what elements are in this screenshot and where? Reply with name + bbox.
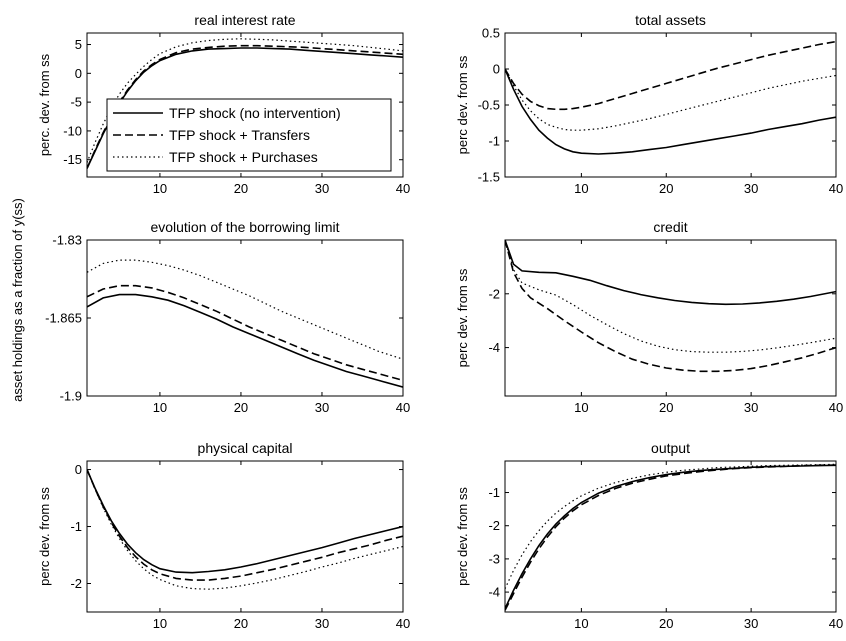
- y-tick-label: -1: [70, 519, 82, 534]
- series-line-tfp-shock-no-intervention: [505, 240, 836, 306]
- x-tick-label: 40: [829, 181, 843, 196]
- y-tick-label: -2: [488, 286, 500, 301]
- shared-y-axis-label: asset holdings as a fraction of y(ss): [10, 198, 25, 402]
- x-tick-label: 40: [396, 181, 410, 196]
- subplot-title: real interest rate: [194, 12, 295, 28]
- subplot-grid: real interest rate perc. dev. from ss 10 20…: [37, 12, 843, 631]
- plot-area: [504, 239, 837, 397]
- subplot-title: total assets: [635, 12, 706, 28]
- y-tick-label: 0: [75, 462, 82, 477]
- series-line-tfp-shock-purchases: [505, 463, 836, 590]
- plot-area: [504, 32, 837, 178]
- y-tick-label: -2: [488, 518, 500, 533]
- subplot-title: physical capital: [198, 440, 293, 456]
- y-tick-label: 5: [75, 37, 82, 52]
- x-tick-label: 20: [659, 181, 673, 196]
- x-tick-label: 20: [234, 181, 248, 196]
- series-line-tfp-shock-transfers: [505, 240, 836, 373]
- x-tick-label: 10: [574, 400, 588, 415]
- subplot-real-interest-rate: real interest rate perc. dev. from ss 10 20…: [37, 12, 410, 196]
- x-tick-label: 10: [153, 181, 167, 196]
- x-tick-label: 40: [396, 616, 410, 631]
- series-group: [505, 240, 836, 373]
- series-line-tfp-shock-no-intervention: [87, 469, 403, 574]
- series-line-tfp-shock-transfers: [87, 284, 403, 382]
- series-group: [87, 469, 403, 590]
- y-tick-label: -1.83: [52, 233, 82, 248]
- subplot-title: output: [651, 440, 690, 456]
- subplot-output: output perc dev. from ss 10 20 30 40 -4 -3 -2 -1: [455, 440, 843, 631]
- x-tick-label: 40: [829, 616, 843, 631]
- series-group: [505, 40, 836, 155]
- series-group: [505, 463, 836, 611]
- y-tick-label: -0.5: [478, 98, 500, 113]
- subplot-physical-capital: physical capital perc dev. from ss 10 20 30 4…: [37, 440, 410, 631]
- subplot-title: credit: [653, 219, 687, 235]
- x-tick-label: 10: [153, 616, 167, 631]
- y-tick-label: -2: [70, 576, 82, 591]
- plot-area: [504, 460, 837, 613]
- y-tick-label: -1.865: [45, 311, 82, 326]
- x-tick-label: 20: [234, 400, 248, 415]
- y-axis-label: perc dev. from ss: [455, 55, 470, 154]
- x-tick-label: 40: [829, 400, 843, 415]
- subplot-title: evolution of the borrowing limit: [150, 219, 339, 235]
- series-group: [87, 259, 403, 388]
- y-tick-label: 0: [75, 66, 82, 81]
- x-tick-label: 30: [744, 400, 758, 415]
- x-tick-label: 10: [574, 616, 588, 631]
- y-tick-label: -1: [488, 134, 500, 149]
- legend-label: TFP shock (no intervention): [169, 105, 341, 121]
- y-tick-label: -1: [488, 485, 500, 500]
- series-line-tfp-shock-purchases: [505, 68, 836, 131]
- y-tick-label: -1.5: [478, 170, 500, 185]
- plot-area: [86, 239, 404, 397]
- x-tick-label: 30: [315, 400, 329, 415]
- x-tick-label: 20: [659, 400, 673, 415]
- y-tick-label: -3: [488, 551, 500, 566]
- legend-label: TFP shock + Transfers: [169, 127, 310, 143]
- y-tick-label: -5: [70, 95, 82, 110]
- x-tick-label: 20: [659, 616, 673, 631]
- y-tick-label: -10: [63, 123, 82, 138]
- subplot-credit: credit perc dev. from ss 10 20 30 40 -4 -2: [455, 219, 843, 415]
- series-line-tfp-shock-no-intervention: [87, 293, 403, 388]
- y-tick-label: 0.5: [482, 26, 500, 41]
- x-tick-label: 10: [574, 181, 588, 196]
- x-tick-label: 30: [744, 616, 758, 631]
- series-line-tfp-shock-transfers: [505, 40, 836, 111]
- subplot-total-assets: total assets perc dev. from ss 10 20 30 40 -1.…: [455, 12, 843, 196]
- x-tick-label: 40: [396, 400, 410, 415]
- legend-label: TFP shock + Purchases: [169, 149, 318, 165]
- y-tick-label: -4: [488, 340, 500, 355]
- y-axis-label: perc dev. from ss: [37, 487, 52, 586]
- x-tick-label: 10: [153, 400, 167, 415]
- plot-area: [86, 460, 404, 613]
- subplot-evolution-of-the-borrowing-limit: evolution of the borrowing limit 10 20 30 40…: [45, 219, 410, 415]
- series-line-tfp-shock-transfers: [87, 469, 403, 581]
- y-axis-label: perc. dev. from ss: [37, 53, 52, 156]
- x-tick-label: 30: [315, 181, 329, 196]
- y-tick-label: -4: [488, 585, 500, 600]
- series-line-tfp-shock-no-intervention: [505, 68, 836, 155]
- series-line-tfp-shock-purchases: [87, 469, 403, 590]
- y-tick-label: -15: [63, 152, 82, 167]
- series-line-tfp-shock-purchases: [505, 240, 836, 353]
- x-tick-label: 20: [234, 616, 248, 631]
- y-tick-label: 0: [493, 62, 500, 77]
- series-line-tfp-shock-transfers: [505, 464, 836, 611]
- legend: TFP shock (no intervention) TFP shock + T…: [106, 98, 392, 172]
- y-tick-label: -1.9: [60, 389, 82, 404]
- x-tick-label: 30: [315, 616, 329, 631]
- y-axis-label: perc dev. from ss: [455, 268, 470, 367]
- y-axis-label: perc dev. from ss: [455, 487, 470, 586]
- x-tick-label: 30: [744, 181, 758, 196]
